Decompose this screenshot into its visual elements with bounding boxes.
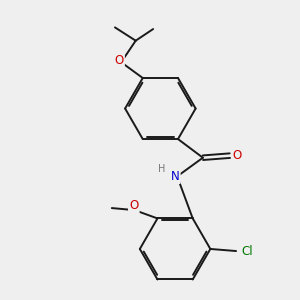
Text: O: O [233, 149, 242, 162]
Text: O: O [115, 54, 124, 67]
Text: O: O [129, 200, 139, 212]
Text: Cl: Cl [241, 244, 253, 257]
Text: N: N [171, 170, 179, 183]
Text: H: H [158, 164, 165, 174]
